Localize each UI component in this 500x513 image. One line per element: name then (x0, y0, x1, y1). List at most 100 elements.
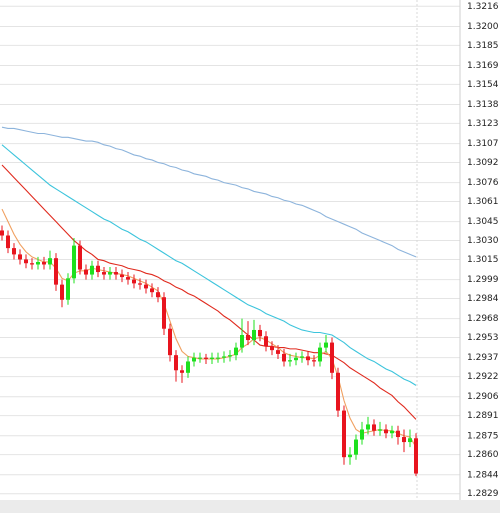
moving-average-line (1, 126, 417, 258)
candle-body (216, 357, 220, 359)
candle-body (402, 437, 406, 443)
candle-body (396, 430, 400, 438)
y-tick-label: 1.3045 (467, 217, 499, 227)
candle-body (318, 347, 322, 362)
candle-body (192, 357, 196, 362)
candle-body (6, 235, 10, 249)
candle-body (84, 269, 88, 275)
candle-body (366, 424, 370, 430)
candle-body (24, 259, 28, 264)
candle-body (210, 357, 214, 359)
y-tick-label: 1.3015 (467, 255, 499, 265)
y-tick-label: 1.2860 (467, 450, 499, 460)
y-tick-label: 1.3061 (467, 197, 499, 207)
candle-body (414, 438, 418, 474)
y-tick-label: 1.2829 (467, 489, 499, 499)
moving-average-line (1, 164, 417, 420)
y-tick-label: 1.3076 (467, 178, 499, 188)
candle-body (384, 429, 388, 434)
candle-body (288, 360, 292, 362)
candle-body (354, 439, 358, 455)
candle-body (114, 272, 118, 275)
candle-body (198, 357, 202, 359)
candle-body (72, 245, 76, 279)
candle-body (222, 356, 226, 358)
candle-body (54, 258, 58, 285)
candle-body (390, 430, 394, 434)
candle-body (90, 265, 94, 275)
candle-body (360, 429, 364, 440)
candle-body (336, 372, 340, 411)
candle-body (246, 335, 250, 341)
candle-body (48, 258, 52, 265)
candle-body (108, 272, 112, 275)
candle-body (138, 283, 142, 285)
candle-body (240, 335, 244, 348)
y-tick-label: 1.2844 (467, 470, 499, 480)
candle-body (78, 245, 82, 270)
y-tick-label: 1.3200 (467, 22, 499, 32)
candle-body (276, 350, 280, 354)
y-tick-label: 1.3030 (467, 236, 499, 246)
candle-body (66, 278, 70, 300)
candle-body (120, 274, 124, 278)
candle-body (204, 357, 208, 359)
candle-body (12, 248, 16, 255)
candle-body (0, 230, 4, 236)
candle-body (252, 329, 256, 341)
candle-body (408, 438, 412, 443)
y-tick-label: 1.2968 (467, 314, 499, 324)
y-tick-label: 1.3154 (467, 80, 499, 90)
candle-body (144, 284, 148, 289)
candle-body (300, 356, 304, 358)
y-tick-label: 1.2875 (467, 431, 499, 441)
y-tick-label: 1.2984 (467, 294, 499, 304)
candle-body (306, 356, 310, 361)
moving-average-line (1, 144, 417, 386)
candle-body (42, 261, 46, 265)
candle-body (18, 254, 22, 260)
candle-body (270, 346, 274, 351)
candle-body (312, 360, 316, 362)
candle-body (162, 297, 166, 329)
y-tick-label: 1.2937 (467, 353, 499, 363)
y-tick-label: 1.2906 (467, 392, 499, 402)
y-tick-label: 1.3216 (467, 2, 499, 12)
candle-body (180, 370, 184, 373)
y-tick-label: 1.3107 (467, 139, 499, 149)
candle-body (30, 263, 34, 265)
candle-body (378, 429, 382, 431)
candle-body (228, 355, 232, 357)
candle-body (186, 361, 190, 373)
y-tick-label: 1.3169 (467, 61, 499, 71)
candle-body (258, 329, 262, 337)
candle-body (156, 292, 160, 298)
candle-body (324, 342, 328, 348)
y-tick-label: 1.3123 (467, 119, 499, 129)
candle-body (348, 454, 352, 458)
candle-body (36, 261, 40, 265)
y-tick-label: 1.3092 (467, 158, 499, 168)
y-tick-label: 1.2922 (467, 372, 499, 382)
candle-body (150, 288, 154, 293)
y-tick-label: 1.2891 (467, 411, 499, 421)
candle-body (330, 342, 334, 373)
moving-average-line (1, 208, 417, 448)
candle-body (102, 272, 106, 275)
grid (0, 5, 460, 495)
candle-body (342, 410, 346, 458)
candle-body (126, 277, 130, 280)
bottom-bar (0, 500, 500, 513)
candle-body (282, 353, 286, 362)
candle-body (234, 347, 238, 356)
candle-body (372, 424, 376, 431)
plot (0, 126, 418, 477)
candle-body (132, 279, 136, 284)
candle-body (264, 336, 268, 347)
candle-body (168, 328, 172, 356)
candle-body (294, 357, 298, 361)
y-tick-label: 1.3185 (467, 41, 499, 51)
candle-body (60, 284, 64, 300)
y-tick-label: 1.2999 (467, 275, 499, 285)
